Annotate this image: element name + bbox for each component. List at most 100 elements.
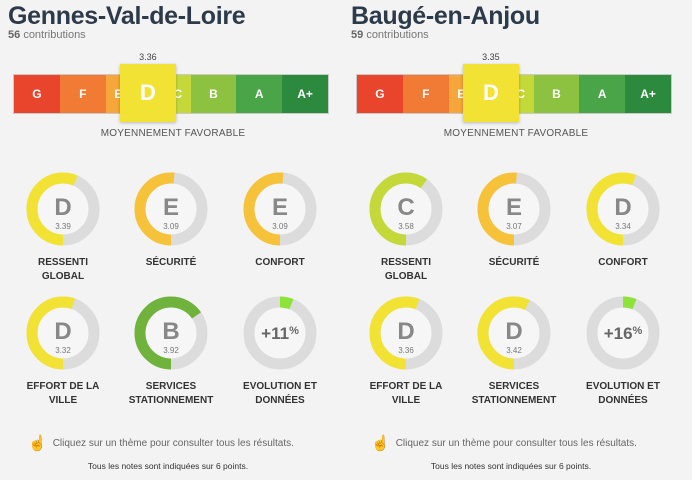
gauge-score: 3.92 — [163, 346, 179, 355]
theme-gauge[interactable]: E 3.09 CONFORT — [235, 168, 325, 270]
gauge-label-line: DONNÉES — [598, 395, 648, 406]
gauge-grade: D — [54, 194, 71, 221]
ring-fill — [586, 172, 660, 246]
gauge-label: SÉCURITÉ — [469, 256, 559, 270]
gauge-grade: D — [614, 194, 631, 221]
active-grade-marker: D — [462, 64, 519, 122]
active-grade-marker: D — [119, 64, 176, 122]
gauge-label-line: EVOLUTION ET — [586, 381, 660, 392]
ring-fill — [26, 172, 100, 246]
gauge-label: CONFORT — [235, 256, 325, 270]
grade-segment-g: G — [357, 75, 403, 113]
gauge-label-line: GLOBAL — [41, 271, 85, 282]
click-hint-text: Cliquez sur un thème pour consulter tous… — [395, 437, 637, 449]
gauge-score: 3.09 — [163, 222, 179, 231]
gauge-grade: E — [272, 194, 288, 221]
grade-segment-a-plus: A+ — [282, 75, 329, 113]
theme-gauge[interactable]: C 3.58 RESSENTI GLOBAL — [361, 168, 451, 284]
gauge-label-line: RESSENTI — [37, 257, 88, 268]
gauge-label-line: EFFORT DE LA — [26, 381, 100, 392]
gauge-label-line: VILLE — [391, 395, 421, 406]
gauge-score: 3.42 — [506, 346, 522, 355]
gauge-label: CONFORT — [578, 256, 668, 270]
theme-gauge[interactable]: E 3.07 SÉCURITÉ — [469, 168, 559, 270]
theme-gauge[interactable]: D 3.36 EFFORT DE LA VILLE — [361, 292, 451, 408]
city-title: Baugé-en-Anjou — [351, 2, 540, 30]
grade-segment-g: G — [14, 75, 60, 113]
city-panel-bauge: Baugé-en-Anjou 59 contributions G F E C B A A+… — [351, 0, 691, 480]
gauge-label-line: STATIONNEMENT — [471, 395, 557, 406]
ring-fill — [477, 296, 551, 370]
grade-segment-a-plus: A+ — [625, 75, 672, 113]
theme-gauge[interactable]: +16% EVOLUTION ET DONNÉES — [578, 292, 668, 408]
ring-chart: C3.58 — [369, 172, 443, 246]
ring-fill — [243, 172, 317, 246]
click-hint: ☝ Cliquez sur un thème pour consulter to… — [371, 434, 637, 452]
contributions-label: contributions — [23, 29, 86, 41]
gauge-label-line: SÉCURITÉ — [145, 257, 197, 268]
click-hint: ☝ Cliquez sur un thème pour consulter to… — [28, 434, 294, 452]
gauge-grade: E — [163, 194, 179, 221]
gauge-score: 3.36 — [398, 346, 414, 355]
theme-gauge[interactable]: +11% EVOLUTION ET DONNÉES — [235, 292, 325, 408]
gauge-label: RESSENTI GLOBAL — [18, 256, 108, 284]
gauge-grade: B — [162, 318, 179, 345]
gauge-label-line: GLOBAL — [384, 271, 428, 282]
ring-chart: D3.42 — [477, 296, 551, 370]
ring-fill — [26, 296, 100, 370]
gauge-label: SÉCURITÉ — [126, 256, 216, 270]
grade-segment-b: B — [533, 75, 580, 113]
grade-segment-a: A — [236, 75, 283, 113]
grade-segment-f: F — [59, 75, 106, 113]
gauge-label: EFFORT DE LA VILLE — [361, 380, 451, 408]
grade-segment-f: F — [402, 75, 449, 113]
verdict-label: MOYENNEMENT FAVORABLE — [443, 128, 589, 139]
gauge-label-line: STATIONNEMENT — [128, 395, 214, 406]
gauge-label: EVOLUTION ET DONNÉES — [235, 380, 325, 408]
grade-scale: G F E C B A A+ D 3.36 — [13, 52, 329, 122]
gauge-label-line: RESSENTI — [380, 257, 431, 268]
gauge-score: 3.39 — [55, 222, 71, 231]
grade-segment-b: B — [190, 75, 237, 113]
contributions-number: 59 — [351, 29, 364, 41]
gauge-label: RESSENTI GLOBAL — [361, 256, 451, 284]
ring-fill — [586, 296, 660, 370]
ring-fill — [134, 296, 208, 370]
theme-gauge[interactable]: D 3.32 EFFORT DE LA VILLE — [18, 292, 108, 408]
ring-fill — [134, 172, 208, 246]
gauge-grade: C — [397, 194, 414, 221]
theme-gauge[interactable]: D 3.39 RESSENTI GLOBAL — [18, 168, 108, 284]
gauge-score: 3.09 — [272, 222, 288, 231]
theme-gauge[interactable]: B 3.92 SERVICES STATIONNEMENT — [126, 292, 216, 408]
gauge-label-line: EVOLUTION ET — [243, 381, 317, 392]
ring-chart: E3.09 — [243, 172, 317, 246]
theme-gauge[interactable]: D 3.42 SERVICES STATIONNEMENT — [469, 292, 559, 408]
contributions-count: 56 contributions — [8, 29, 86, 41]
gauge-score: 3.32 — [55, 346, 71, 355]
gauge-label-line: CONFORT — [255, 257, 305, 268]
theme-gauge[interactable]: E 3.09 SÉCURITÉ — [126, 168, 216, 270]
gauge-label-line: EFFORT DE LA — [369, 381, 443, 392]
ring-chart: +16% — [586, 296, 660, 370]
grade-scale: G F E C B A A+ D 3.35 — [356, 52, 672, 122]
overall-score: 3.36 — [139, 52, 157, 62]
grade-segment-a: A — [579, 75, 626, 113]
gauge-label: SERVICES STATIONNEMENT — [469, 380, 559, 408]
gauge-grade: D — [505, 318, 522, 345]
gauge-label: EFFORT DE LA VILLE — [18, 380, 108, 408]
contributions-count: 59 contributions — [351, 29, 429, 41]
gauge-label-line: CONFORT — [598, 257, 648, 268]
theme-gauge[interactable]: D 3.34 CONFORT — [578, 168, 668, 270]
gauge-label: SERVICES STATIONNEMENT — [126, 380, 216, 408]
scale-note: Tous les notes sont indiquées sur 6 poin… — [87, 461, 249, 471]
gauge-label-line: VILLE — [48, 395, 78, 406]
click-hint-text: Cliquez sur un thème pour consulter tous… — [52, 437, 294, 449]
verdict-label: MOYENNEMENT FAVORABLE — [100, 128, 246, 139]
pointer-hand-icon: ☝ — [371, 435, 390, 452]
pointer-hand-icon: ☝ — [28, 435, 47, 452]
gauge-label-line: SERVICES — [488, 381, 540, 392]
ring-chart: +11% — [243, 296, 317, 370]
scale-note: Tous les notes sont indiquées sur 6 poin… — [430, 461, 592, 471]
gauge-label: EVOLUTION ET DONNÉES — [578, 380, 668, 408]
